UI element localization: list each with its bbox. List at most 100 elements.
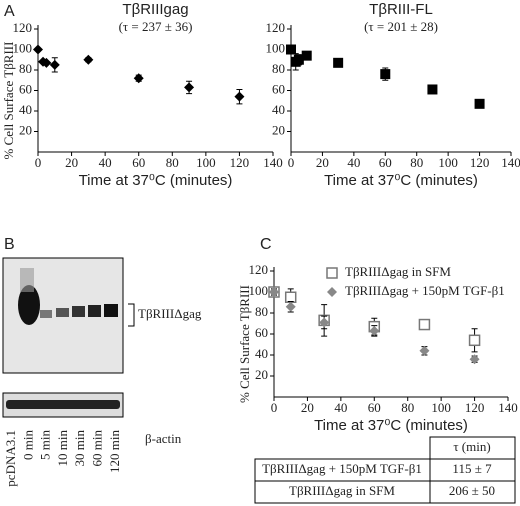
x-tick-label: 80 — [166, 155, 179, 170]
marker — [285, 301, 296, 312]
y-tick-label: 80 — [272, 61, 285, 76]
x-tick-label: 40 — [334, 400, 347, 415]
marker — [427, 84, 438, 95]
marker — [284, 291, 297, 303]
band-label: TβRIIIΔgag — [138, 306, 202, 321]
table-cell-text: 115 ± 7 — [452, 461, 492, 476]
y-tick-label: 120 — [249, 262, 269, 277]
x-tick-label: 40 — [99, 155, 112, 170]
band — [20, 268, 34, 292]
x-tick-label: 20 — [301, 400, 314, 415]
x-axis-label: Time at 37⁰C (minutes) — [79, 172, 233, 189]
x-tick-label: 140 — [263, 155, 283, 170]
lane-label: 120 min — [107, 430, 122, 473]
panel-label: A — [4, 3, 15, 20]
y-tick-label: 40 — [272, 102, 285, 117]
marker — [49, 59, 60, 70]
y-axis-label: % Cell Surface TβRIII — [237, 285, 252, 403]
x-tick-label: 0 — [288, 155, 295, 170]
table-cell-text: TβRIIIΔgag in SFM — [289, 483, 395, 498]
bracket — [128, 303, 135, 327]
x-tick-label: 140 — [498, 400, 518, 415]
x-tick-label: 40 — [347, 155, 360, 170]
x-tick-label: 100 — [438, 155, 458, 170]
band — [6, 400, 120, 409]
y-tick-label: 40 — [19, 102, 32, 117]
y-tick-label: 80 — [255, 304, 268, 319]
x-tick-label: 60 — [132, 155, 145, 170]
blot — [2, 257, 135, 418]
legend-marker — [327, 287, 337, 297]
legend-label: TβRIIIΔgag + 150pM TGF-β1 — [345, 283, 505, 298]
y-tick-label: 100 — [249, 283, 269, 298]
lane-label: 60 min — [89, 430, 104, 467]
legend-marker — [326, 267, 338, 279]
y-tick-label: 60 — [255, 325, 268, 340]
x-tick-label: 100 — [196, 155, 216, 170]
y-tick-label: 20 — [19, 122, 32, 137]
table-cell-text: TβRIIIΔgag + 150pM TGF-β1 — [262, 461, 422, 476]
table-cell-text: 206 ± 50 — [449, 483, 495, 498]
band — [104, 304, 118, 317]
chart-title: TβRIIIgag — [122, 1, 188, 18]
table-cell — [429, 480, 516, 504]
x-tick-label: 100 — [431, 400, 451, 415]
x-tick-label: 20 — [65, 155, 78, 170]
x-tick-label: 60 — [379, 155, 392, 170]
marker — [380, 69, 391, 80]
x-tick-label: 80 — [410, 155, 423, 170]
band — [72, 306, 85, 317]
y-axis-label: % Cell Surface TβRIII — [1, 42, 16, 160]
marker — [269, 287, 279, 297]
marker — [468, 334, 481, 347]
loading-label: β-actin — [145, 431, 182, 446]
lane-label: pcDNA3.1 — [3, 430, 18, 487]
y-tick-label: 100 — [13, 40, 33, 55]
y-tick-label: 60 — [19, 81, 32, 96]
y-tick-label: 100 — [266, 40, 286, 55]
chart-subtitle: (τ = 201 ± 28) — [364, 19, 438, 34]
x-tick-label: 0 — [271, 400, 278, 415]
panel-label: B — [4, 236, 15, 253]
lane-label: 30 min — [72, 430, 87, 467]
marker — [184, 82, 195, 93]
y-tick-label: 40 — [255, 346, 268, 361]
band — [56, 308, 69, 317]
marker — [293, 54, 304, 65]
panel-label: C — [260, 236, 272, 253]
marker — [469, 354, 480, 365]
y-tick-label: 20 — [255, 367, 268, 382]
chart-title: TβRIII-FL — [369, 1, 433, 18]
y-tick-label: 120 — [13, 20, 33, 35]
x-axis-label: Time at 37⁰C (minutes) — [324, 172, 478, 189]
lane-label: 10 min — [55, 430, 70, 467]
lane-label: 5 min — [38, 430, 53, 460]
table — [254, 436, 516, 504]
x-tick-label: 120 — [465, 400, 485, 415]
x-axis-label: Time at 37⁰C (minutes) — [314, 417, 468, 434]
x-tick-label: 20 — [316, 155, 329, 170]
marker — [83, 54, 94, 65]
marker — [474, 98, 485, 109]
chart-subtitle: (τ = 237 ± 36) — [119, 19, 193, 34]
x-tick-label: 120 — [230, 155, 250, 170]
x-tick-label: 0 — [35, 155, 42, 170]
band — [40, 310, 52, 318]
y-tick-label: 20 — [272, 122, 285, 137]
band — [18, 285, 40, 325]
x-tick-label: 80 — [401, 400, 414, 415]
y-tick-label: 120 — [266, 20, 286, 35]
lane-label: 0 min — [20, 430, 35, 460]
band — [88, 305, 101, 317]
marker — [301, 50, 312, 61]
y-tick-label: 80 — [19, 61, 32, 76]
table-header: τ (min) — [453, 439, 490, 454]
legend-label: TβRIIIΔgag in SFM — [345, 264, 451, 279]
marker — [319, 317, 330, 328]
marker — [286, 44, 296, 55]
marker — [419, 345, 430, 356]
y-tick-label: 60 — [272, 81, 285, 96]
marker — [369, 325, 380, 336]
marker — [41, 57, 52, 68]
